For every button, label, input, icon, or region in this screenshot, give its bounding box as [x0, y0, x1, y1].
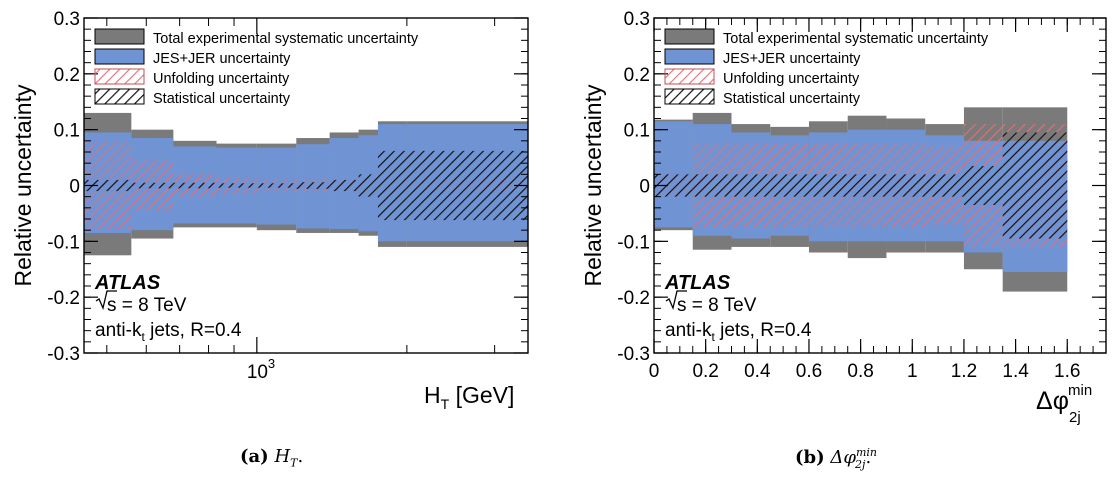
- band-statistical-bin-9: [407, 151, 528, 220]
- y-tick-label: -0.1: [617, 232, 650, 253]
- x-tick-label: 0: [649, 361, 660, 382]
- plot-area: [654, 107, 1067, 291]
- y-tick-label: 0.1: [624, 121, 650, 142]
- legend-swatch: [95, 49, 144, 64]
- energy-label: s = 8 TeV: [107, 295, 187, 316]
- legend-label: Unfolding uncertainty: [153, 71, 290, 87]
- caption-a-label: (a): [240, 446, 269, 467]
- y-tick-label: 0: [69, 177, 80, 198]
- jets-label: anti-kt jets, R=0.4: [95, 320, 242, 344]
- band-statistical-bin-7: [359, 174, 378, 196]
- caption-b-subscript: 2j: [855, 458, 865, 471]
- band-statistical-bin-8: [964, 166, 1003, 205]
- y-tick-label: 0.2: [624, 65, 650, 86]
- x-tick-label: 1.2: [951, 361, 977, 382]
- band-statistical-bin-4: [809, 174, 848, 196]
- y-tick-label: 0.2: [54, 65, 80, 86]
- caption-a-symbol: H: [274, 446, 290, 467]
- band-statistical-bin-2: [173, 183, 216, 189]
- x-tick-label: 0.6: [796, 361, 822, 382]
- y-axis-label: Relative uncertainty: [10, 84, 36, 286]
- band-statistical-bin-9: [1003, 132, 1068, 238]
- y-tick-label: -0.2: [47, 288, 80, 309]
- x-tick-label: 0.8: [847, 361, 873, 382]
- legend-label: Total experimental systematic uncertaint…: [153, 31, 419, 47]
- x-axis-label: HT [GeV]: [424, 382, 514, 412]
- energy-label: s = 8 TeV: [677, 295, 757, 316]
- caption-b-label: (b): [795, 447, 825, 468]
- band-statistical-bin-6: [886, 174, 925, 196]
- y-tick-label: 0.3: [54, 9, 80, 30]
- caption-b: (b) Δφmin2j.: [795, 446, 871, 474]
- legend-swatch: [665, 89, 714, 104]
- caption-b-symbol: Δφ: [830, 447, 856, 468]
- band-statistical-bin-1: [131, 183, 173, 189]
- band-statistical-bin-3: [217, 183, 257, 187]
- band-statistical-bin-1: [693, 174, 732, 196]
- atlas-label: ATLAS: [664, 272, 731, 294]
- band-statistical-bin-3: [770, 174, 809, 196]
- legend-label: Statistical uncertainty: [723, 91, 861, 107]
- x-axis-label: Δφ: [1036, 387, 1069, 415]
- y-tick-label: 0.1: [54, 121, 80, 142]
- legend-swatch: [665, 69, 714, 84]
- legend-label: Total experimental systematic uncertaint…: [723, 31, 989, 47]
- legend-swatch: [665, 29, 714, 44]
- x-tick-label: 1.6: [1054, 361, 1080, 382]
- y-axis-label: Relative uncertainty: [580, 84, 606, 286]
- legend-label: Statistical uncertainty: [153, 91, 291, 107]
- legend-swatch: [95, 29, 144, 44]
- y-tick-label: -0.2: [617, 288, 650, 309]
- caption-a-period: .: [297, 446, 303, 467]
- legend-swatch: [95, 89, 144, 104]
- y-tick-label: -0.3: [617, 344, 650, 365]
- legend-label: Unfolding uncertainty: [723, 71, 860, 87]
- x-tick-label: 1: [907, 361, 918, 382]
- legend-label: JES+JER uncertainty: [723, 51, 861, 67]
- x-tick-label: 10: [247, 362, 268, 383]
- chart-panel-b: 0.30.20.10-0.1-0.2-0.30 0.2 0.4 0.6 0.8 1 1.2 1…: [580, 9, 1106, 426]
- band-statistical-bin-5: [848, 174, 887, 196]
- band-statistical-bin-2: [731, 174, 770, 196]
- y-tick-label: -0.3: [47, 344, 80, 365]
- plot-area: [84, 113, 528, 255]
- x-axis-label-superscript: min: [1068, 382, 1092, 399]
- atlas-label: ATLAS: [94, 272, 161, 294]
- caption-b-period: .: [865, 447, 871, 468]
- y-tick-label: 0.3: [624, 9, 650, 30]
- y-tick-label: -0.1: [47, 232, 80, 253]
- band-statistical-bin-8: [378, 151, 407, 220]
- band-statistical-bin-6: [330, 180, 359, 191]
- y-tick-label: 0: [639, 177, 650, 198]
- chart-panel-a: 0.3 0.2 0.1 0 -0.1 -0.2 -0.3 10 3 Relative uncert…: [10, 9, 528, 412]
- legend-swatch: [95, 69, 144, 84]
- band-statistical-bin-5: [296, 182, 329, 189]
- legend-label: JES+JER uncertainty: [153, 51, 291, 67]
- caption-a: (a) HT.: [240, 446, 303, 474]
- jets-label: anti-kt jets, R=0.4: [665, 320, 812, 344]
- x-tick-label: 0.4: [744, 361, 771, 382]
- x-tick-label: 0.2: [692, 361, 718, 382]
- x-tick-label-exponent: 3: [268, 356, 275, 371]
- x-tick-label: 1.4: [1002, 361, 1029, 382]
- band-statistical-bin-4: [257, 183, 296, 187]
- legend-swatch: [665, 49, 714, 64]
- band-statistical-bin-7: [925, 174, 964, 196]
- x-axis-label-subscript: 2j: [1069, 409, 1081, 426]
